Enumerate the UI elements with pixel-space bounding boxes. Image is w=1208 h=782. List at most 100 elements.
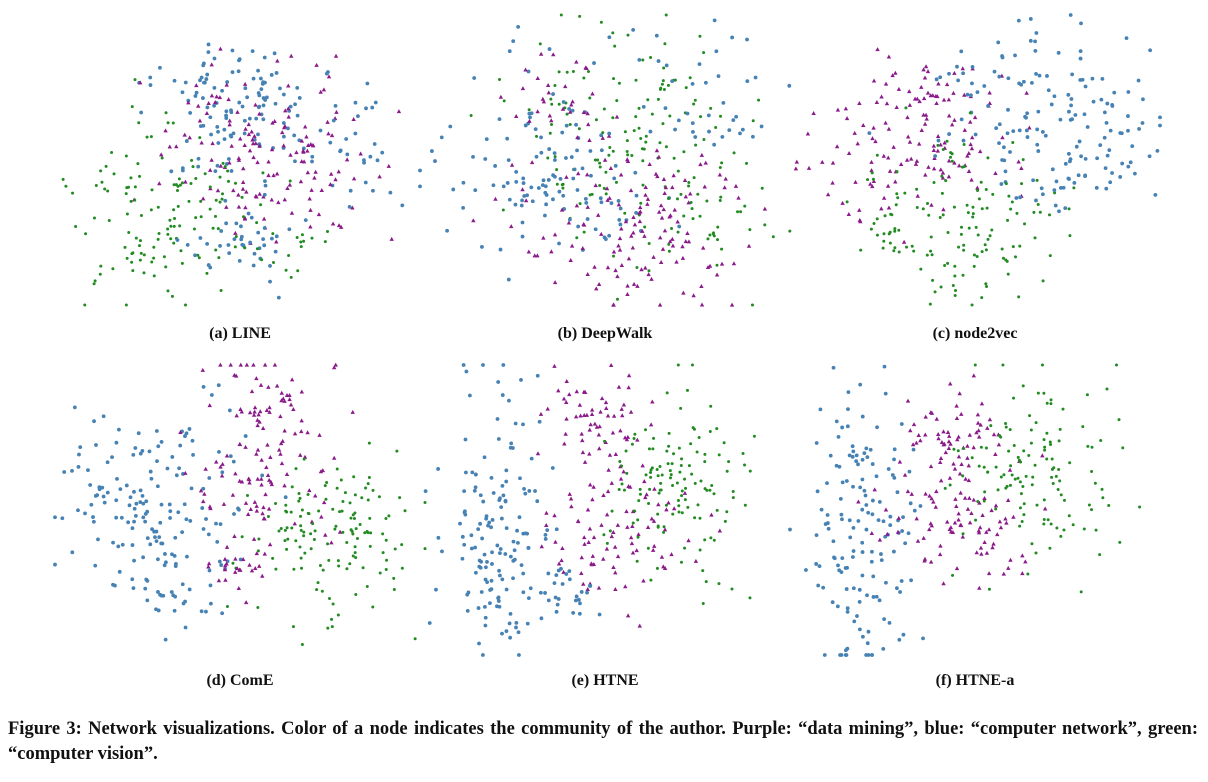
node-point <box>507 197 512 202</box>
node-point <box>398 496 402 500</box>
node-point <box>292 431 298 436</box>
node-point <box>946 174 952 179</box>
node-point <box>620 464 624 468</box>
node-point <box>637 126 641 130</box>
node-point <box>868 447 873 452</box>
node-point <box>215 163 220 168</box>
node-point <box>143 586 148 591</box>
node-point <box>688 76 692 80</box>
node-point <box>1068 157 1073 162</box>
node-point <box>156 444 161 449</box>
node-point <box>292 567 296 571</box>
node-point <box>326 626 330 630</box>
node-point <box>699 152 705 157</box>
node-point <box>310 236 314 240</box>
node-point <box>331 602 335 606</box>
node-point <box>224 453 230 458</box>
node-point <box>201 96 205 100</box>
node-point <box>521 571 526 576</box>
node-point <box>632 436 636 440</box>
node-point <box>392 588 396 592</box>
node-point <box>60 516 65 521</box>
node-point <box>1042 438 1046 442</box>
node-point <box>505 136 510 141</box>
node-point <box>959 232 963 236</box>
node-point <box>133 185 137 189</box>
node-point <box>679 192 683 196</box>
node-point <box>1083 84 1088 89</box>
node-point <box>514 113 519 118</box>
node-point <box>615 274 620 279</box>
node-point <box>569 155 574 159</box>
node-point <box>124 483 129 488</box>
node-point <box>473 545 478 550</box>
node-point <box>892 249 896 253</box>
node-point <box>567 569 572 574</box>
node-point <box>977 525 983 530</box>
node-point <box>253 102 258 107</box>
node-point <box>1037 73 1042 78</box>
node-point <box>1052 466 1056 470</box>
node-point <box>133 78 137 82</box>
node-point <box>928 302 932 306</box>
node-point <box>334 524 338 528</box>
node-point <box>675 481 679 485</box>
node-point <box>946 433 952 438</box>
node-point <box>1110 171 1114 175</box>
node-point <box>643 185 648 190</box>
node-point <box>1032 210 1036 214</box>
node-point <box>313 529 317 533</box>
node-point <box>469 533 474 538</box>
node-point <box>607 153 611 157</box>
node-point <box>274 567 278 571</box>
node-point <box>753 75 758 80</box>
node-point <box>680 255 686 260</box>
node-point <box>883 81 889 86</box>
node-point <box>650 399 655 404</box>
node-point <box>897 637 902 642</box>
node-point <box>178 429 183 434</box>
node-point <box>625 471 629 475</box>
node-point <box>986 104 991 108</box>
node-point <box>308 142 314 147</box>
node-point <box>588 193 592 197</box>
node-point <box>287 182 293 187</box>
node-point <box>550 466 555 470</box>
node-point <box>686 200 691 205</box>
node-point <box>287 397 292 402</box>
node-point <box>1126 114 1130 118</box>
node-point <box>268 263 272 268</box>
node-point <box>978 545 984 550</box>
node-point <box>223 198 228 203</box>
node-point <box>903 191 907 195</box>
node-point <box>354 593 358 597</box>
node-point <box>630 154 634 158</box>
node-point <box>567 217 572 222</box>
node-point <box>226 97 231 102</box>
node-point <box>946 158 952 163</box>
node-point <box>297 499 301 503</box>
node-point <box>1118 540 1122 544</box>
node-point <box>613 587 618 592</box>
node-point <box>233 181 237 185</box>
node-point <box>232 533 237 538</box>
node-point <box>897 250 901 254</box>
node-point <box>266 515 270 519</box>
node-point <box>639 137 643 141</box>
node-point <box>974 518 978 522</box>
node-point <box>353 493 357 497</box>
node-point <box>1006 218 1010 222</box>
node-point <box>165 466 170 471</box>
node-point <box>898 590 902 594</box>
node-point <box>291 625 295 629</box>
node-point <box>656 524 660 528</box>
node-point <box>351 117 356 122</box>
node-point <box>78 445 83 450</box>
node-point <box>984 248 988 252</box>
node-point <box>676 230 680 234</box>
node-point <box>364 486 368 490</box>
node-point <box>152 245 156 249</box>
node-point <box>130 260 134 264</box>
node-point <box>363 531 367 535</box>
node-point <box>1105 153 1110 158</box>
